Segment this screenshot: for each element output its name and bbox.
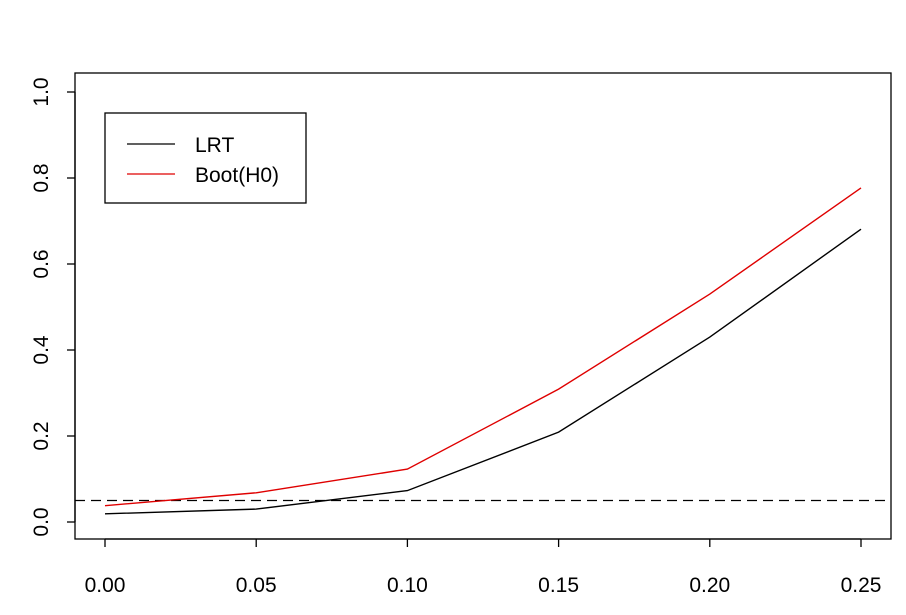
y-tick-label: 1.0: [30, 77, 53, 106]
y-tick-label: 0.4: [30, 335, 53, 365]
series-line-lrt: [104, 228, 862, 515]
legend-label-lrt: LRT: [195, 134, 234, 157]
series-line-boot-h0-: [104, 187, 862, 507]
x-tick-label: 0.05: [236, 574, 277, 597]
x-tick-label: 0.00: [85, 574, 126, 597]
x-tick-label: 0.20: [689, 574, 730, 597]
legend-label-boot: Boot(H0): [195, 164, 279, 187]
legend: LRT Boot(H0): [104, 112, 307, 204]
y-tick-label: 0.0: [30, 507, 53, 536]
x-tick-label: 0.25: [841, 574, 882, 597]
x-tick-label: 0.15: [538, 574, 579, 597]
x-tick-label: 0.10: [387, 574, 428, 597]
y-tick-label: 0.6: [30, 249, 53, 278]
legend-box: [104, 112, 307, 204]
y-tick-label: 0.2: [30, 421, 53, 450]
series-layer: [75, 187, 891, 515]
y-tick-label: 0.8: [30, 163, 53, 192]
y-axis: 0.0 0.2 0.4 0.6 0.8 1.0: [30, 77, 76, 537]
x-axis: 0.00 0.05 0.10 0.15 0.20 0.25: [85, 538, 882, 597]
